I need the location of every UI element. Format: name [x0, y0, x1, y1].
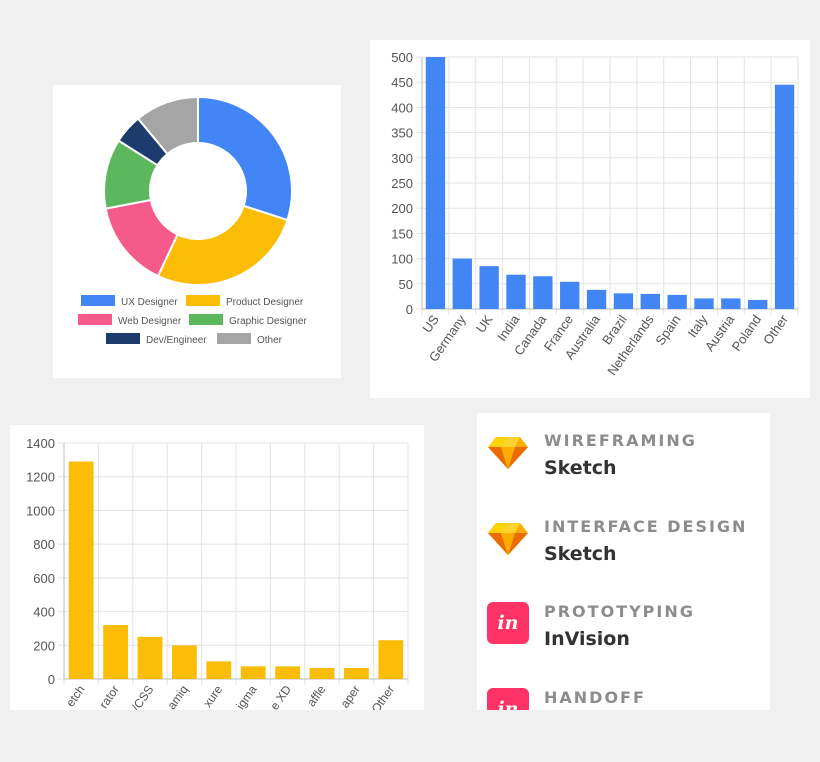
task-category-label: HANDOFF [544, 688, 646, 707]
donut-slice [156, 204, 289, 286]
role-donut-card: UX Designer Product Designer Web Designer G… [53, 85, 341, 378]
legend-label: UX Designer [121, 297, 178, 308]
x-tick-label: etch [63, 683, 87, 710]
x-tick-label: UK [473, 312, 496, 336]
task-tools-card: WIREFRAMING Sketch INTERFACE DESIGN Sket… [477, 413, 770, 710]
legend-swatch [189, 314, 223, 325]
invision-badge-text: in [487, 602, 529, 644]
task-item: in PROTOTYPING InVision [477, 584, 770, 654]
bar [533, 276, 553, 309]
y-tick-label: 350 [391, 126, 413, 141]
legend-label: Web Designer [118, 316, 182, 327]
y-tick-label: 0 [406, 302, 413, 317]
y-tick-label: 1000 [26, 503, 55, 518]
legend-swatch [106, 333, 140, 344]
y-tick-label: 150 [391, 226, 413, 241]
tools-bar-card: 0 200 400 600 800 1000 1200 1400 etch rator/CSS am… [10, 425, 424, 710]
x-tick-label: Other [760, 312, 791, 348]
y-tick-label: 800 [33, 537, 55, 552]
y-tick-label: 400 [391, 100, 413, 115]
task-item: WIREFRAMING Sketch [477, 413, 770, 483]
task-tool-label: InVision [544, 628, 630, 650]
legend-label: Other [257, 335, 283, 346]
x-tick-label: US [419, 312, 442, 336]
legend-swatch [217, 333, 251, 344]
x-tick-label: Poland [729, 312, 765, 354]
bar [275, 666, 300, 679]
x-tick-label: affle [304, 682, 329, 709]
x-tick-label: xure [200, 682, 225, 709]
donut-slice [136, 95, 199, 156]
y-tick-label: 100 [391, 252, 413, 267]
bar [694, 298, 714, 309]
invision-icon: in [487, 688, 529, 710]
invision-icon: in [487, 602, 529, 644]
y-tick-label: 400 [33, 605, 55, 620]
bar [506, 274, 526, 309]
y-tick-label: 1200 [26, 470, 55, 485]
bar [103, 625, 128, 679]
legend-swatch [78, 314, 112, 325]
x-tick-label: Italy [684, 312, 710, 341]
x-tick-label: aper [338, 683, 363, 710]
bar [452, 258, 472, 309]
y-tick-label: 250 [391, 176, 413, 191]
y-tick-label: 500 [391, 50, 413, 65]
legend-label: Product Designer [226, 297, 304, 308]
y-tick-label: 450 [391, 75, 413, 90]
bar [613, 293, 634, 309]
x-tick-label: /CSS [129, 683, 157, 710]
donut-slice [197, 95, 293, 222]
bar [721, 298, 741, 309]
y-tick-label: 1400 [26, 436, 55, 451]
y-tick-label: 50 [399, 277, 413, 292]
task-category-label: PROTOTYPING [544, 602, 695, 621]
bar [206, 661, 232, 679]
task-category-label: INTERFACE DESIGN [544, 517, 748, 536]
bar [425, 57, 446, 309]
x-tick-label: igma [233, 682, 260, 710]
bar [774, 84, 795, 309]
role-donut-chart: UX Designer Product Designer Web Designer G… [78, 95, 307, 346]
legend-swatch [81, 295, 115, 306]
bar [344, 668, 369, 679]
bar [640, 293, 660, 309]
y-tick-label: 600 [33, 571, 55, 586]
x-tick-label: rator [96, 683, 122, 710]
task-item: in HANDOFF [477, 670, 770, 710]
legend-swatch [186, 295, 220, 306]
bar [560, 281, 580, 309]
legend-label: Dev/Engineer [146, 335, 207, 346]
x-tick-label: Other [369, 683, 398, 710]
bar [748, 299, 768, 309]
bar [68, 461, 94, 679]
bar [172, 645, 197, 679]
x-tick-label: amiq [164, 683, 190, 710]
country-bar-card: 0 50 100 150 200 250 300 350 400 450 500 US Germany U… [370, 40, 810, 398]
y-tick-label: 200 [391, 201, 413, 216]
bar [137, 636, 163, 679]
task-category-label: WIREFRAMING [544, 431, 697, 450]
y-tick-label: 200 [33, 638, 55, 653]
sketch-icon [487, 431, 529, 473]
sketch-icon [487, 517, 529, 559]
bar [378, 640, 404, 679]
invision-badge-text: in [487, 688, 529, 710]
x-tick-label: e XD [267, 682, 294, 710]
bar [240, 666, 266, 679]
legend-label: Graphic Designer [229, 316, 307, 327]
tools-bar-chart: 0 200 400 600 800 1000 1200 1400 etch rator/CSS am… [26, 436, 409, 710]
task-item: INTERFACE DESIGN Sketch [477, 499, 770, 569]
bar [309, 668, 335, 679]
x-tick-label: Spain [652, 312, 683, 348]
bar [479, 266, 499, 309]
y-tick-label: 0 [48, 672, 55, 687]
bar [667, 294, 687, 309]
task-tool-label: Sketch [544, 543, 617, 565]
task-tool-label: Sketch [544, 457, 617, 479]
y-tick-label: 300 [391, 151, 413, 166]
bar [586, 289, 607, 309]
